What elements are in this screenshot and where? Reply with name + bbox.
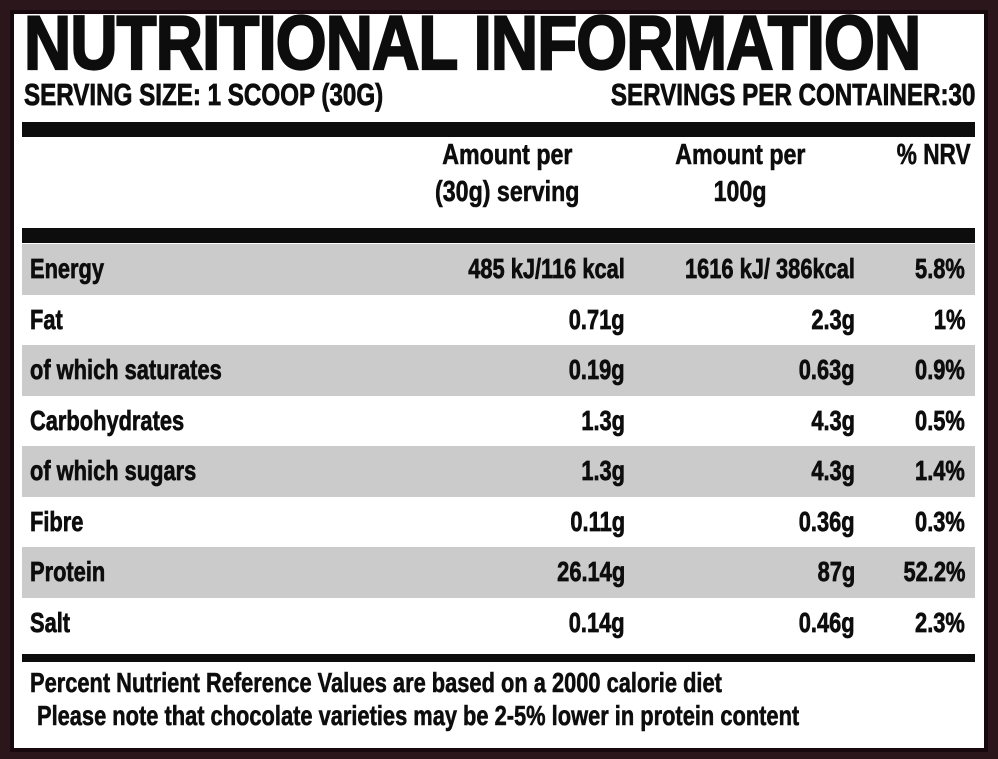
footnote-nrv-basis: Percent Nutrient Reference Values are ba… xyxy=(30,667,722,699)
row-nrv: 1.4% xyxy=(915,455,965,487)
header-amount-per-serving: Amount per (30g) serving xyxy=(390,137,625,211)
table-row-fibre: Fibre 0.11g 0.36g 0.3% xyxy=(22,497,975,548)
header-nrv: % NRV xyxy=(855,137,975,211)
divider-bar-top xyxy=(22,122,975,137)
row-per-serving: 1.3g xyxy=(581,455,625,487)
row-name: Energy xyxy=(30,253,105,285)
table-row-sugars: of which sugars 1.3g 4.3g 1.4% xyxy=(22,446,975,497)
nutrition-table: Energy 485 kJ/116 kcal 1616 kJ/ 386kcal … xyxy=(22,244,975,648)
label-title: NUTRITIONAL INFORMATION xyxy=(23,10,984,86)
serving-info-row: SERVING SIZE: 1 SCOOP (30G) SERVINGS PER… xyxy=(24,77,976,112)
table-row-salt: Salt 0.14g 0.46g 2.3% xyxy=(22,598,975,649)
divider-bar-bottom xyxy=(22,654,975,662)
row-nrv: 0.5% xyxy=(915,404,965,436)
row-nrv: 1% xyxy=(933,303,965,335)
row-nrv: 0.3% xyxy=(915,505,965,537)
header-nutrient-column xyxy=(22,137,390,211)
divider-bar-header xyxy=(22,228,975,243)
row-name: of which sugars xyxy=(30,455,197,487)
header-amount-per-100g: Amount per 100g xyxy=(625,137,855,211)
footnotes: Percent Nutrient Reference Values are ba… xyxy=(30,666,984,732)
table-row-protein: Protein 26.14g 87g 52.2% xyxy=(22,547,975,598)
row-name: Fibre xyxy=(30,505,84,537)
row-per-serving: 0.19g xyxy=(569,354,625,386)
row-per-100g: 87g xyxy=(817,556,855,588)
label-title-text: NUTRITIONAL INFORMATION xyxy=(23,10,922,86)
row-name: of which saturates xyxy=(30,354,222,386)
row-name: Carbohydrates xyxy=(30,404,185,436)
row-per-serving: 0.14g xyxy=(569,606,625,638)
servings-per-container: SERVINGS PER CONTAINER:30 xyxy=(610,77,975,112)
header-nrv-text: % NRV xyxy=(897,139,971,172)
row-per-serving: 26.14g xyxy=(557,556,626,588)
table-header-row: Amount per (30g) serving Amount per 100g… xyxy=(22,137,975,211)
table-row-saturates: of which saturates 0.19g 0.63g 0.9% xyxy=(22,345,975,396)
footnote-chocolate-note: Please note that chocolate varieties may… xyxy=(37,700,800,732)
row-per-serving: 1.3g xyxy=(581,404,625,436)
row-nrv: 0.9% xyxy=(915,354,965,386)
row-name: Salt xyxy=(30,606,71,638)
row-per-serving: 485 kJ/116 kcal xyxy=(468,253,625,285)
header-amount-per-100g-line1: Amount per xyxy=(674,139,806,172)
row-name: Fat xyxy=(30,303,63,335)
row-per-serving: 0.11g xyxy=(570,505,625,537)
row-per-100g: 0.46g xyxy=(799,606,855,638)
row-per-100g: 1616 kJ/ 386kcal xyxy=(684,253,856,285)
row-per-serving: 0.71g xyxy=(569,303,625,335)
header-amount-per-serving-line2: (30g) serving xyxy=(435,176,580,209)
row-nrv: 5.8% xyxy=(915,253,965,285)
row-per-100g: 0.36g xyxy=(799,505,855,537)
row-nrv: 2.3% xyxy=(915,606,965,638)
serving-size: SERVING SIZE: 1 SCOOP (30G) xyxy=(24,77,384,112)
row-per-100g: 4.3g xyxy=(811,455,855,487)
row-per-100g: 2.3g xyxy=(811,303,855,335)
header-amount-per-100g-line2: 100g xyxy=(713,176,767,209)
row-per-100g: 4.3g xyxy=(811,404,855,436)
label-panel: NUTRITIONAL INFORMATION SERVING SIZE: 1 … xyxy=(10,10,988,752)
row-nrv: 52.2% xyxy=(903,556,965,588)
table-row-carbohydrates: Carbohydrates 1.3g 4.3g 0.5% xyxy=(22,396,975,447)
row-name: Protein xyxy=(30,556,106,588)
header-amount-per-serving-line1: Amount per xyxy=(442,139,573,172)
row-per-100g: 0.63g xyxy=(799,354,855,386)
table-row-fat: Fat 0.71g 2.3g 1% xyxy=(22,295,975,346)
table-row-energy: Energy 485 kJ/116 kcal 1616 kJ/ 386kcal … xyxy=(22,244,975,295)
